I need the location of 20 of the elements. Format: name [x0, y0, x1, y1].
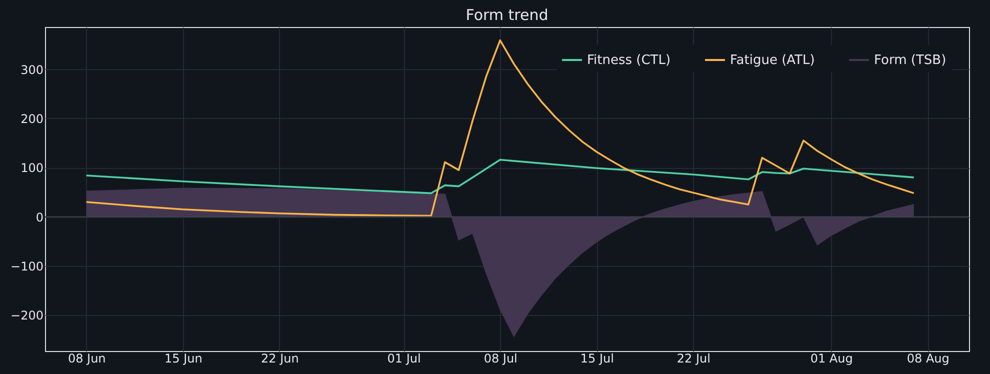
y-tick-label: −200: [10, 308, 44, 323]
y-tick-label: 100: [20, 161, 44, 176]
x-tick-label: 08 Jun: [68, 352, 106, 366]
legend-label: Fitness (CTL): [587, 53, 671, 68]
x-tick-label: 08 Aug: [906, 352, 950, 366]
line-series: [85, 158, 915, 194]
y-tick-label: 200: [20, 112, 44, 126]
legend-label: Form (TSB): [874, 53, 946, 68]
x-tick-label: 01 Aug: [810, 352, 853, 366]
y-tick-label: 300: [20, 62, 44, 77]
y-tick-label: 0: [36, 210, 44, 224]
legend-label: Fatigue (ATL): [730, 53, 815, 68]
x-tick-label: 15 Jun: [164, 352, 202, 366]
x-tick-label: 01 Jul: [387, 352, 421, 366]
chart-title: Form trend: [466, 6, 548, 24]
x-tick-label: 22 Jun: [261, 352, 299, 366]
x-tick-label: 08 Jul: [484, 352, 518, 366]
x-tick-label: 15 Jul: [580, 352, 614, 366]
y-tick-label: −100: [10, 259, 44, 274]
x-tick-label: 22 Jul: [676, 352, 710, 366]
